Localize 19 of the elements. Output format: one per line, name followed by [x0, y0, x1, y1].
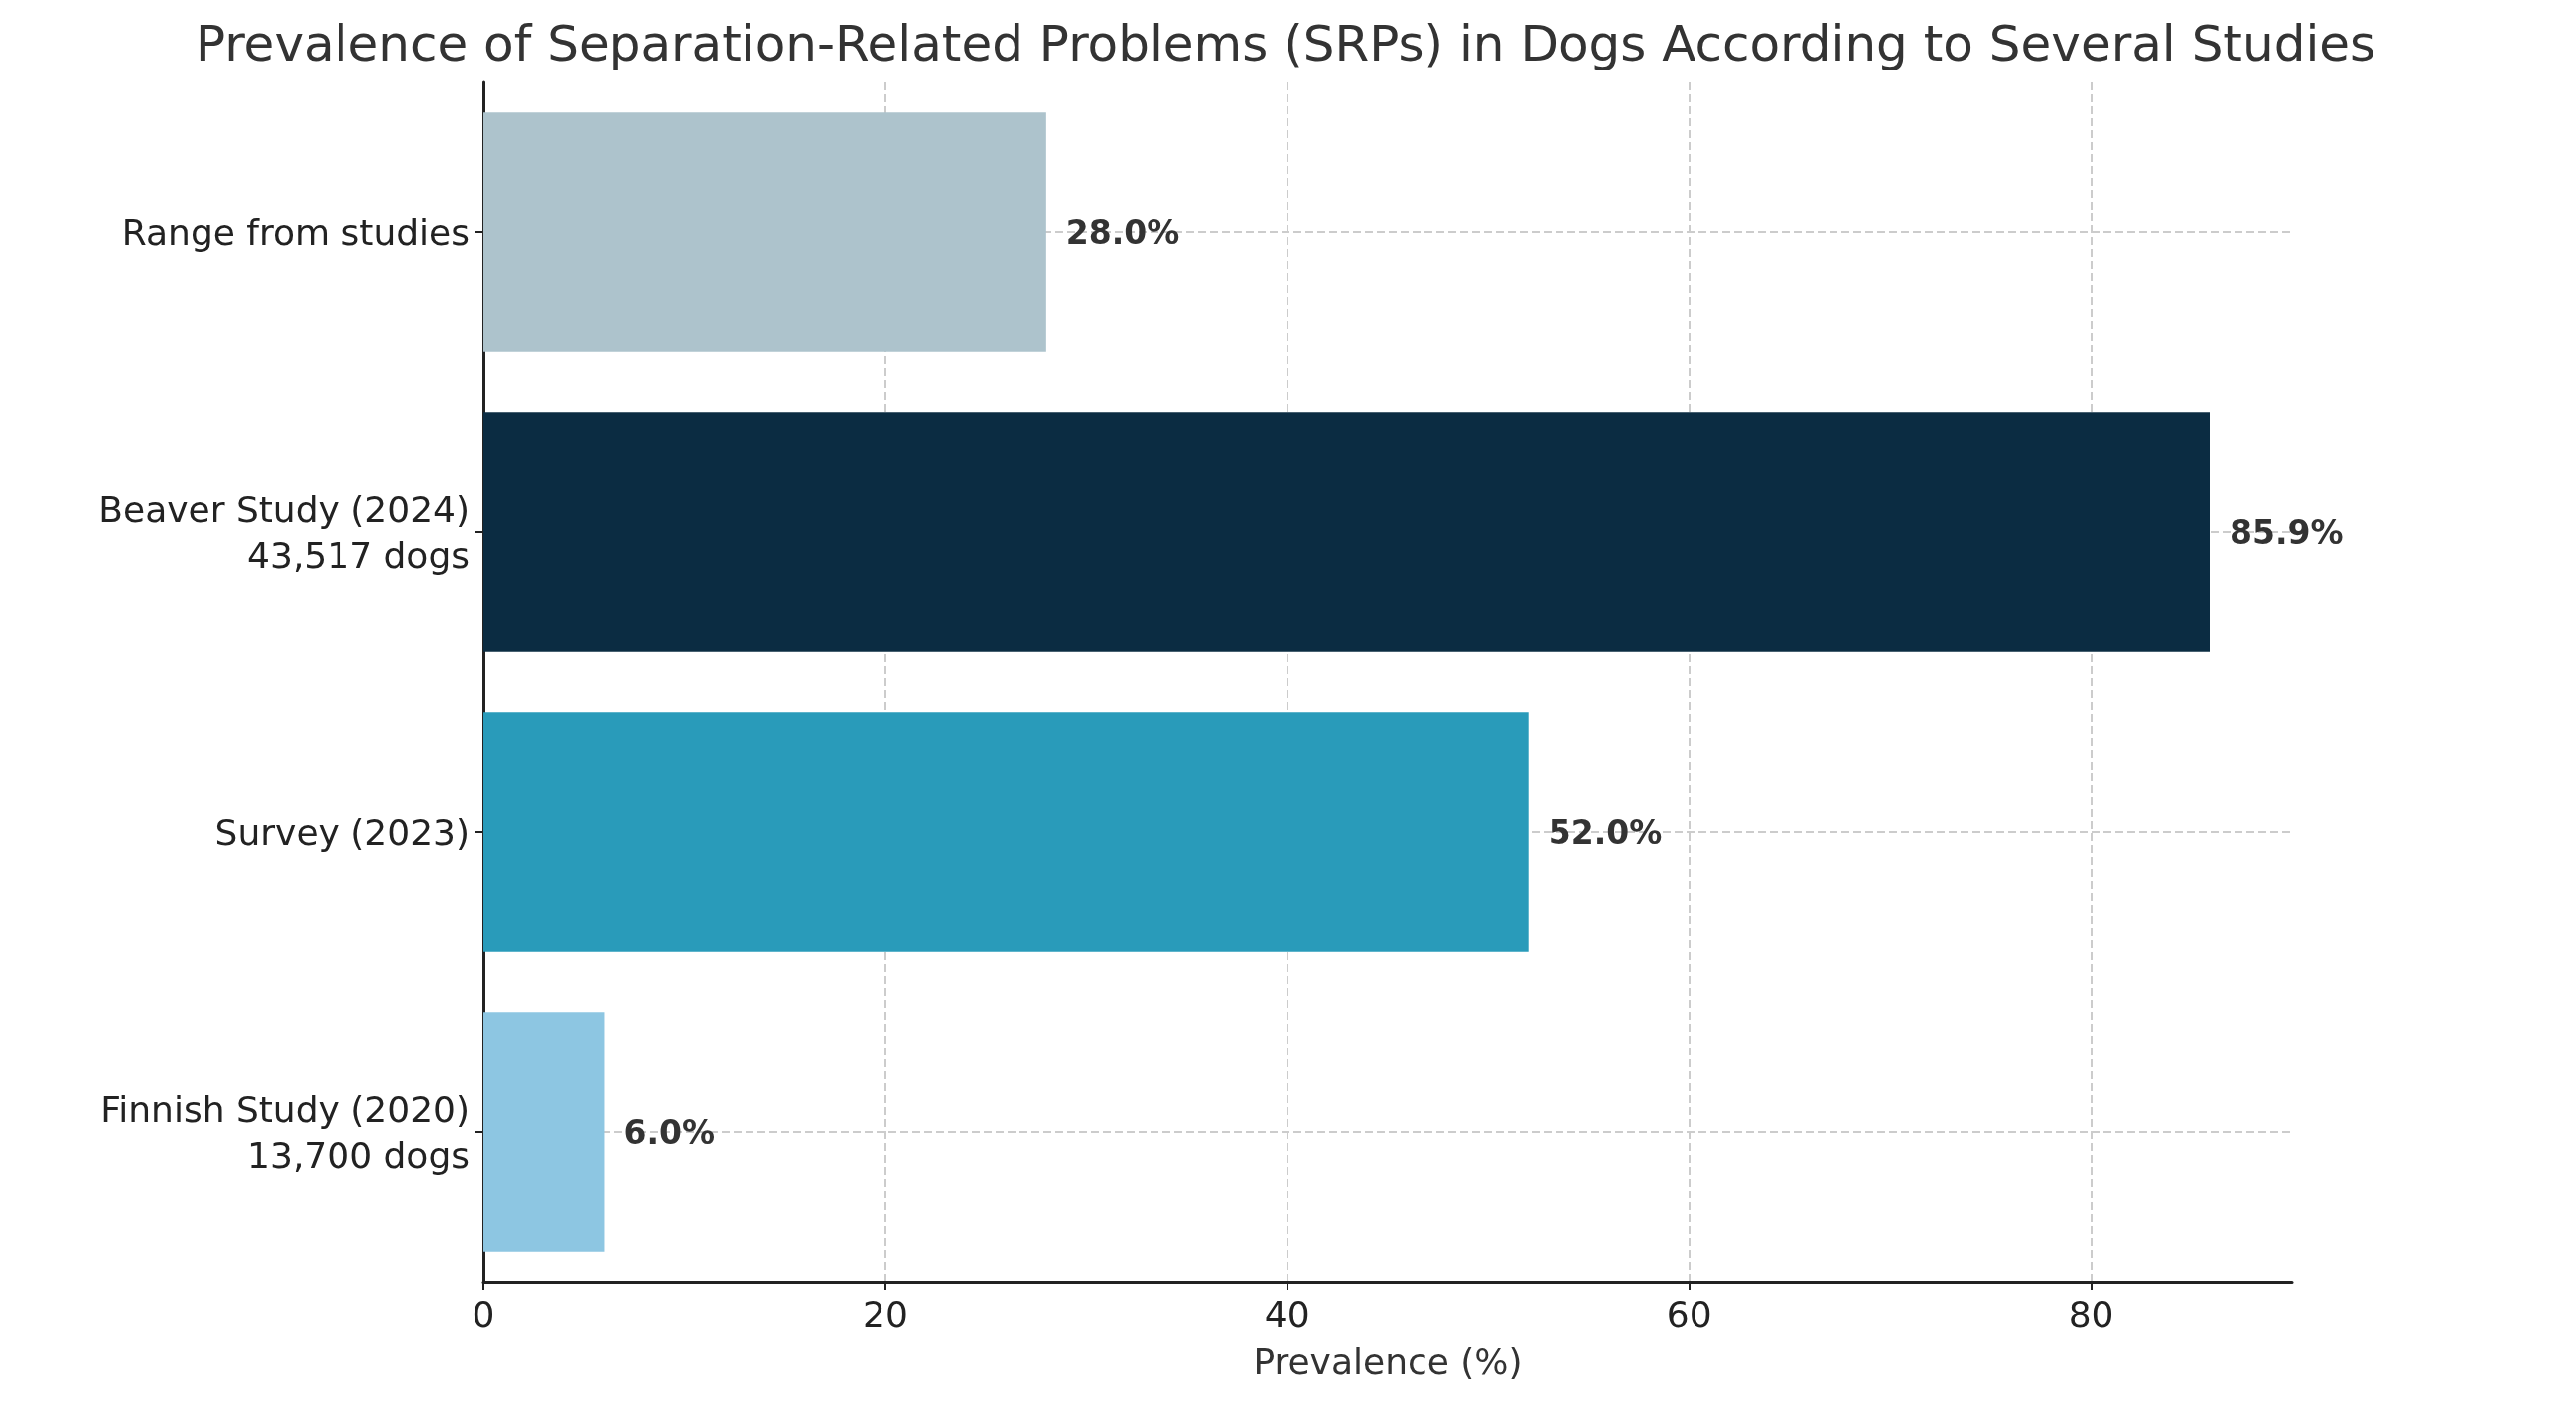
- y-tick-label: Range from studies: [121, 211, 470, 253]
- data-label: 6.0%: [623, 1112, 715, 1152]
- x-tick-label: 20: [862, 1293, 908, 1335]
- x-tick-label: 60: [1666, 1293, 1712, 1335]
- x-tick-label: 80: [2068, 1293, 2114, 1335]
- x-axis-title: Prevalence (%): [1253, 1340, 1523, 1382]
- y-tick-label: Survey (2023): [214, 811, 470, 853]
- bar: [483, 1012, 605, 1252]
- bar: [483, 412, 2210, 652]
- data-label: 28.0%: [1065, 212, 1180, 252]
- data-label: 85.9%: [2230, 512, 2344, 552]
- x-tick-label: 0: [472, 1293, 495, 1335]
- chart-title: Prevalence of Separation-Related Problems (SRPs) in Dogs According to Several Studies: [195, 15, 2376, 72]
- bar: [483, 712, 1529, 952]
- data-label: 52.0%: [1548, 812, 1663, 852]
- x-tick-label: 40: [1264, 1293, 1310, 1335]
- y-tick-label: Beaver Study (2024) 43,517 dogs: [98, 489, 470, 576]
- bar: [483, 112, 1046, 352]
- y-tick-label: Finnish Study (2020) 13,700 dogs: [100, 1088, 470, 1176]
